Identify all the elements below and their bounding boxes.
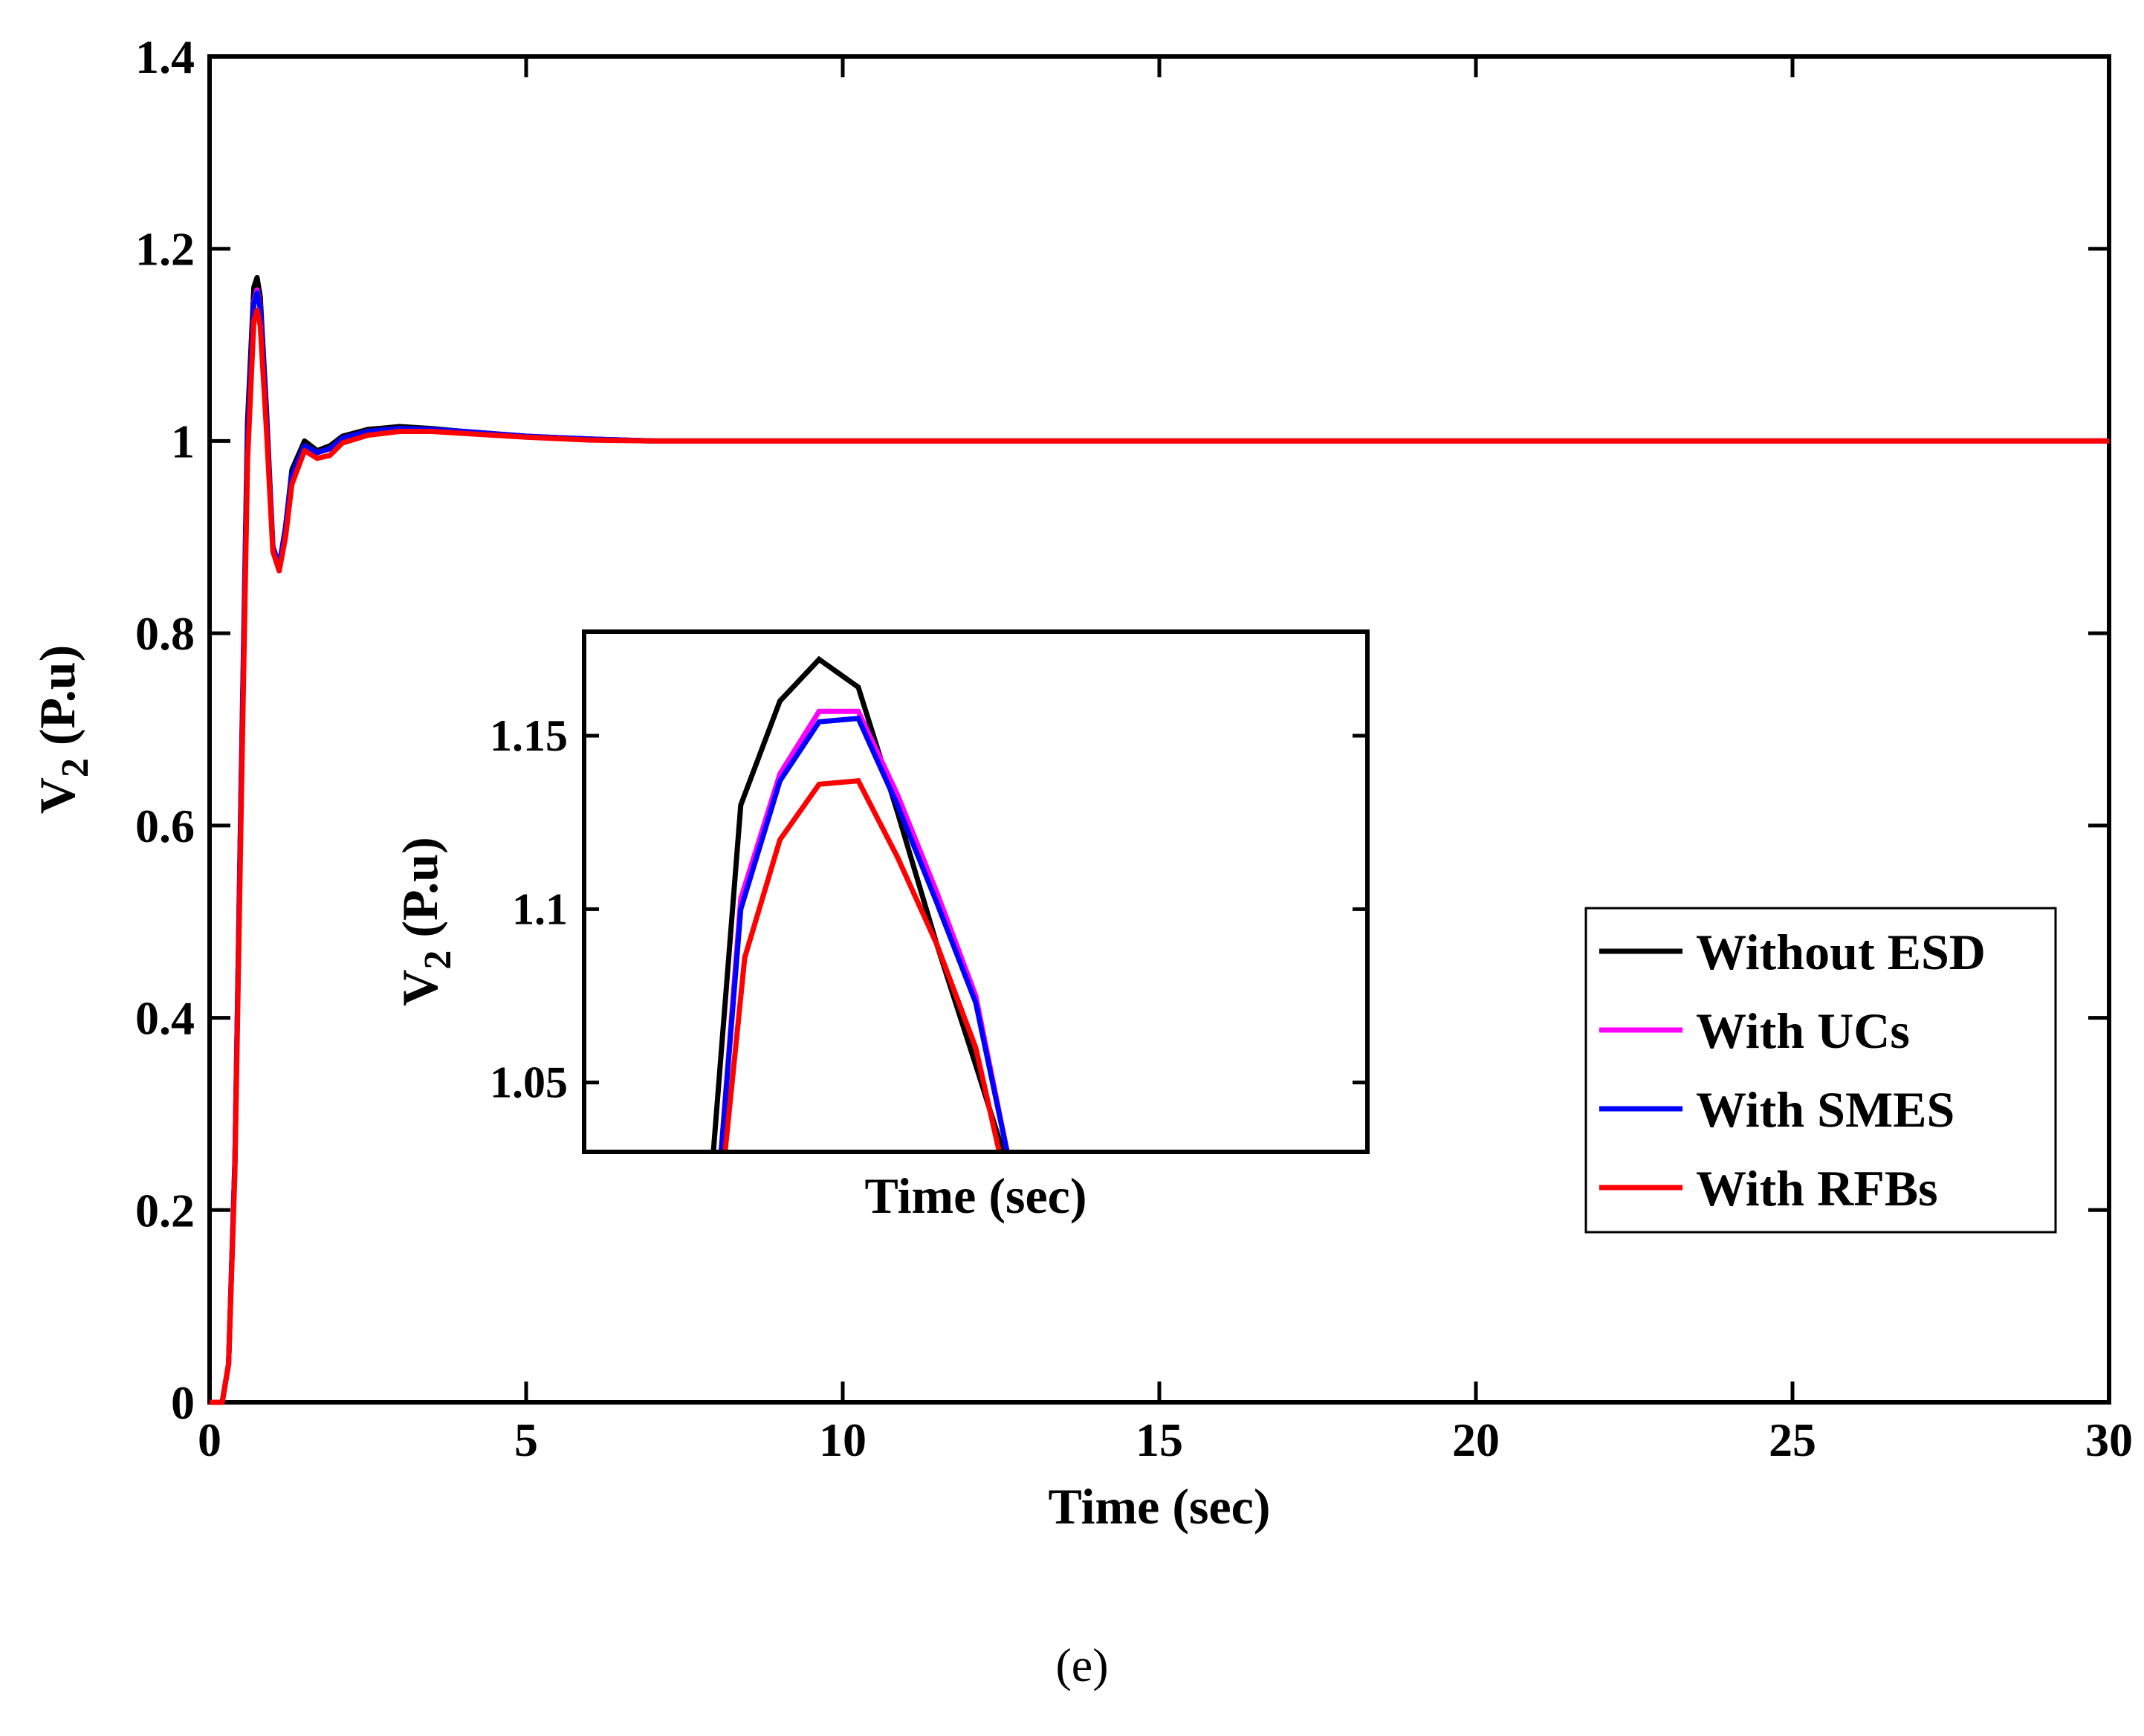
x-tick-label: 25 (1769, 1413, 1816, 1466)
inset-y-tick-label: 1.05 (490, 1058, 568, 1107)
y-tick-label: 0.6 (135, 800, 195, 852)
y-tick-label: 1.4 (135, 30, 195, 83)
inset-background (584, 632, 1367, 1152)
inset-series-line-with-rfbs (722, 778, 1003, 1152)
inset-plot: 1.05 1.1 1.15 (490, 629, 1370, 1154)
figure-caption: (e) (1055, 1639, 1108, 1691)
x-axis-label: Time (sec) (1049, 1478, 1271, 1535)
series-line-with-rfbs (210, 308, 2109, 1405)
inset-ticks (584, 733, 1367, 1085)
y-axis-label-unit: (P.u) (29, 645, 85, 758)
y-tick-label: 1.2 (135, 223, 195, 276)
legend-label: With UCs (1696, 1003, 1910, 1059)
inset-series-line-without-esd (710, 655, 1006, 1152)
inset-y-tick-label: 1.1 (512, 884, 568, 933)
x-tick-label: 15 (1136, 1413, 1183, 1466)
y-tick-label: 0 (171, 1376, 195, 1429)
y-axis-label: V2 (P.u) (29, 645, 97, 814)
y-tick-label: 0.4 (135, 992, 195, 1045)
x-tick-label: 30 (2085, 1413, 2133, 1466)
legend: Without ESD With UCs With SMES With RFBs (1584, 907, 2057, 1234)
inset-tick-labels: 1.05 1.1 1.15 (490, 711, 568, 1107)
main-series (210, 275, 2109, 1405)
inset-plot-frame (582, 629, 1370, 1154)
inset-y-axis-label-subscript: 2 (417, 950, 459, 970)
legend-entries: Without ESD With UCs With SMES With RFBs (1599, 924, 1986, 1217)
y-tick-label: 0.2 (135, 1184, 195, 1237)
inset-y-axis-label-symbol: V (392, 970, 448, 1006)
x-tick-label: 0 (198, 1413, 221, 1466)
inset-y-axis-label-unit: (P.u) (392, 837, 448, 950)
x-tick-label: 5 (514, 1413, 538, 1466)
inset-series-line-with-ucs (718, 708, 1010, 1152)
legend-label: With SMES (1696, 1081, 1954, 1138)
main-tick-labels: 0 5 10 15 20 25 30 0 0.2 0.4 0.6 0.8 1 1.2 1.4 (135, 30, 2133, 1466)
y-tick-label: 0.8 (135, 607, 195, 660)
x-tick-label: 20 (1452, 1413, 1500, 1466)
inset-y-axis-label: V2 (P.u) (392, 837, 459, 1006)
y-axis-label-subscript: 2 (54, 758, 97, 777)
inset-x-axis-label: Time (sec) (865, 1167, 1087, 1224)
legend-label: With RFBs (1696, 1160, 1938, 1217)
legend-box (1584, 907, 2057, 1234)
main-ticks (207, 54, 2111, 1405)
x-tick-label: 10 (819, 1413, 867, 1466)
inset-series-line-with-smes (718, 715, 1010, 1152)
main-plot: 0 5 10 15 20 25 30 0 0.2 0.4 0.6 0.8 1 1.2 1.4 (135, 30, 2133, 1466)
inset-y-tick-label: 1.15 (490, 711, 568, 760)
legend-label: Without ESD (1696, 924, 1986, 980)
y-tick-label: 1 (171, 415, 195, 467)
inset-series (710, 655, 1010, 1152)
y-axis-label-symbol: V (29, 777, 85, 814)
